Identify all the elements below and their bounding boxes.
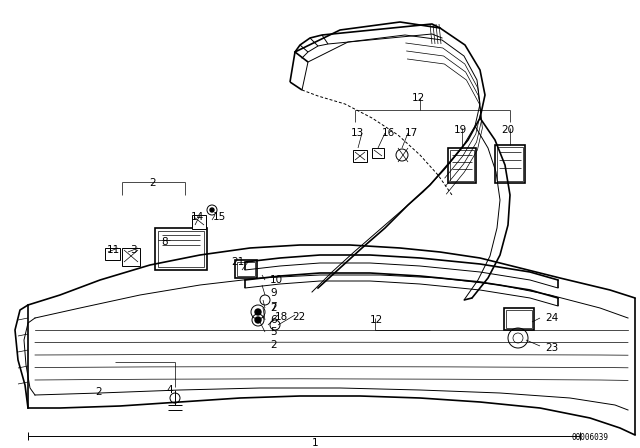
FancyBboxPatch shape [155,228,207,270]
Text: 2: 2 [270,303,276,313]
Text: 3: 3 [130,245,136,255]
FancyBboxPatch shape [353,150,367,162]
Text: 8: 8 [161,237,168,247]
FancyBboxPatch shape [105,248,120,260]
Text: 00006039: 00006039 [572,434,609,443]
Circle shape [255,317,261,323]
Text: 2: 2 [270,340,276,350]
Text: 21: 21 [232,257,245,267]
Text: 10: 10 [270,275,283,285]
Circle shape [210,208,214,212]
Text: 6: 6 [270,315,276,325]
Text: 20: 20 [501,125,515,135]
Text: 18: 18 [275,312,288,322]
FancyBboxPatch shape [372,148,384,158]
Text: 17: 17 [405,128,419,138]
Text: 24: 24 [545,313,558,323]
Text: 9: 9 [270,288,276,298]
FancyBboxPatch shape [192,215,206,229]
Text: 12: 12 [412,93,424,103]
Text: 1: 1 [312,438,318,448]
Text: 14: 14 [190,212,204,222]
FancyBboxPatch shape [495,145,525,183]
FancyBboxPatch shape [448,148,476,183]
FancyBboxPatch shape [235,260,257,278]
Text: 5: 5 [270,327,276,337]
Text: 2: 2 [95,387,102,397]
Text: 2: 2 [150,178,156,188]
Text: 13: 13 [350,128,364,138]
Text: 4: 4 [166,385,173,395]
Circle shape [255,309,261,315]
Text: 22: 22 [292,312,305,322]
Text: 15: 15 [213,212,227,222]
Text: 11: 11 [106,245,120,255]
Text: 12: 12 [370,315,383,325]
Text: 7: 7 [270,302,276,312]
FancyBboxPatch shape [122,248,140,266]
Text: 23: 23 [545,343,558,353]
Text: 19: 19 [453,125,467,135]
FancyBboxPatch shape [504,308,534,330]
Text: 16: 16 [382,128,396,138]
